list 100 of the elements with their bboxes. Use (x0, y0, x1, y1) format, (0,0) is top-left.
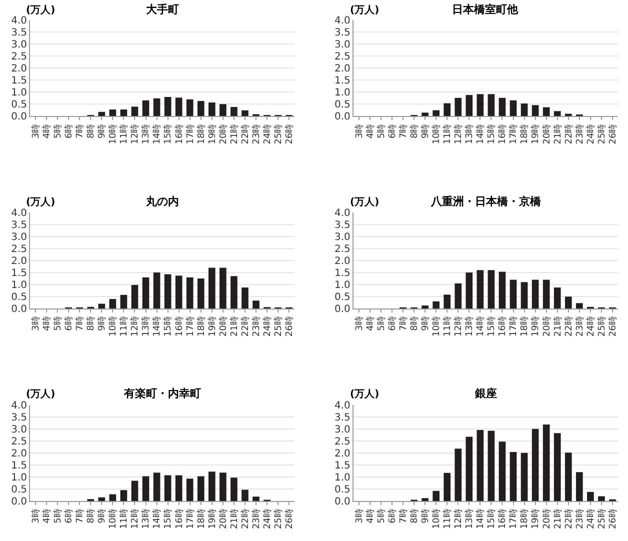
bar (109, 494, 116, 501)
bar (242, 490, 248, 501)
x-tick-label: 18時 (196, 316, 207, 337)
y-tick-label: 2.5 (334, 52, 350, 63)
y-tick-label: 0.5 (11, 100, 27, 111)
x-tick-label: 11時 (118, 316, 130, 337)
x-tick-label: 26時 (607, 124, 618, 144)
x-tick-label: 9時 (96, 124, 108, 139)
bar (598, 496, 605, 501)
bar (252, 300, 260, 309)
x-tick-label: 23時 (250, 508, 262, 530)
x-tick-label: 19時 (206, 316, 218, 337)
x-tick-label: 25時 (596, 316, 608, 337)
x-tick-label: 14時 (475, 124, 486, 144)
x-tick-label: 25時 (272, 508, 284, 530)
x-tick-label: 12時 (453, 508, 464, 530)
bar (186, 478, 194, 501)
x-tick-label: 21時 (552, 124, 564, 144)
x-tick-label: 18時 (196, 508, 207, 530)
x-tick-label: 24時 (585, 508, 596, 530)
x-tick-label: 24時 (262, 508, 273, 530)
x-tick-label: 20時 (541, 316, 552, 337)
x-tick-label: 21時 (552, 316, 564, 337)
y-tick-label: 0.0 (11, 112, 27, 123)
y-tick-label: 3.0 (334, 232, 350, 243)
y-tick-label: 0.5 (334, 484, 350, 496)
bar (587, 492, 594, 501)
x-tick-label: 10時 (431, 508, 442, 530)
bar (432, 110, 440, 116)
x-tick-label: 24時 (262, 124, 273, 144)
bar (120, 109, 128, 116)
x-tick-label: 16時 (174, 508, 185, 530)
x-tick-label: 8時 (408, 316, 420, 331)
bar (532, 280, 539, 309)
x-tick-label: 6時 (386, 508, 398, 524)
y-axis-title: (万人) (26, 4, 56, 16)
y-tick-label: 1.0 (11, 472, 27, 484)
bar (542, 280, 550, 309)
x-tick-label: 19時 (206, 508, 218, 530)
bar (164, 475, 172, 501)
x-tick-label: 23時 (574, 124, 586, 144)
x-tick-label: 26時 (284, 124, 296, 144)
x-tick-label: 13時 (140, 316, 152, 337)
x-tick-label: 25時 (272, 316, 284, 337)
bar (230, 107, 238, 116)
bar (454, 448, 462, 501)
y-tick-label: 3.0 (11, 424, 27, 436)
y-tick-label: 2.5 (11, 52, 27, 63)
x-tick-label: 19時 (530, 508, 542, 530)
x-tick-label: 11時 (442, 124, 454, 144)
bar (422, 498, 428, 501)
bar (164, 274, 172, 309)
x-tick-label: 3時 (354, 316, 365, 331)
x-tick-label: 15時 (486, 508, 498, 530)
y-tick-label: 1.5 (11, 460, 27, 472)
y-tick-label: 4.0 (334, 400, 350, 412)
x-tick-label: 22時 (563, 124, 574, 144)
y-tick-label: 1.0 (334, 88, 350, 99)
y-tick-label: 3.0 (334, 40, 350, 51)
bar (422, 305, 428, 309)
x-tick-label: 13時 (464, 124, 476, 144)
bar (432, 301, 440, 309)
y-tick-label: 0.5 (11, 292, 27, 304)
x-tick-label: 17時 (508, 508, 520, 530)
x-tick-label: 3時 (354, 508, 365, 524)
y-tick-label: 4.0 (11, 16, 27, 26)
bar (220, 268, 226, 309)
y-tick-label: 1.0 (334, 280, 350, 292)
bar (520, 103, 528, 116)
x-tick-label: 3時 (354, 124, 365, 139)
bar (242, 110, 248, 116)
x-tick-label: 16時 (497, 316, 508, 337)
y-axis-title: (万人) (350, 4, 380, 16)
bar (230, 276, 238, 309)
y-tick-label: 4.0 (11, 208, 27, 219)
bar (454, 283, 462, 309)
x-tick-label: 10時 (108, 124, 119, 144)
x-tick-label: 19時 (530, 316, 542, 337)
bar (554, 287, 561, 309)
x-tick-label: 5時 (52, 124, 64, 139)
bar (175, 98, 182, 116)
x-tick-label: 14時 (152, 316, 163, 337)
bar (466, 436, 473, 501)
y-tick-label: 2.5 (11, 244, 27, 255)
bar (197, 278, 204, 309)
x-tick-label: 3時 (30, 508, 42, 524)
bar (476, 94, 484, 116)
y-tick-label: 3.5 (334, 220, 350, 231)
bar (520, 282, 528, 309)
y-tick-label: 3.0 (334, 424, 350, 436)
bar (542, 424, 550, 501)
x-tick-label: 24時 (262, 316, 273, 337)
x-tick-label: 8時 (86, 508, 97, 524)
bar (498, 272, 506, 309)
x-tick-label: 17時 (184, 316, 196, 337)
y-tick-label: 2.0 (11, 448, 27, 460)
x-tick-label: 22時 (563, 508, 574, 530)
x-tick-label: 11時 (442, 316, 454, 337)
x-tick-label: 17時 (508, 124, 520, 144)
bar (488, 94, 495, 116)
